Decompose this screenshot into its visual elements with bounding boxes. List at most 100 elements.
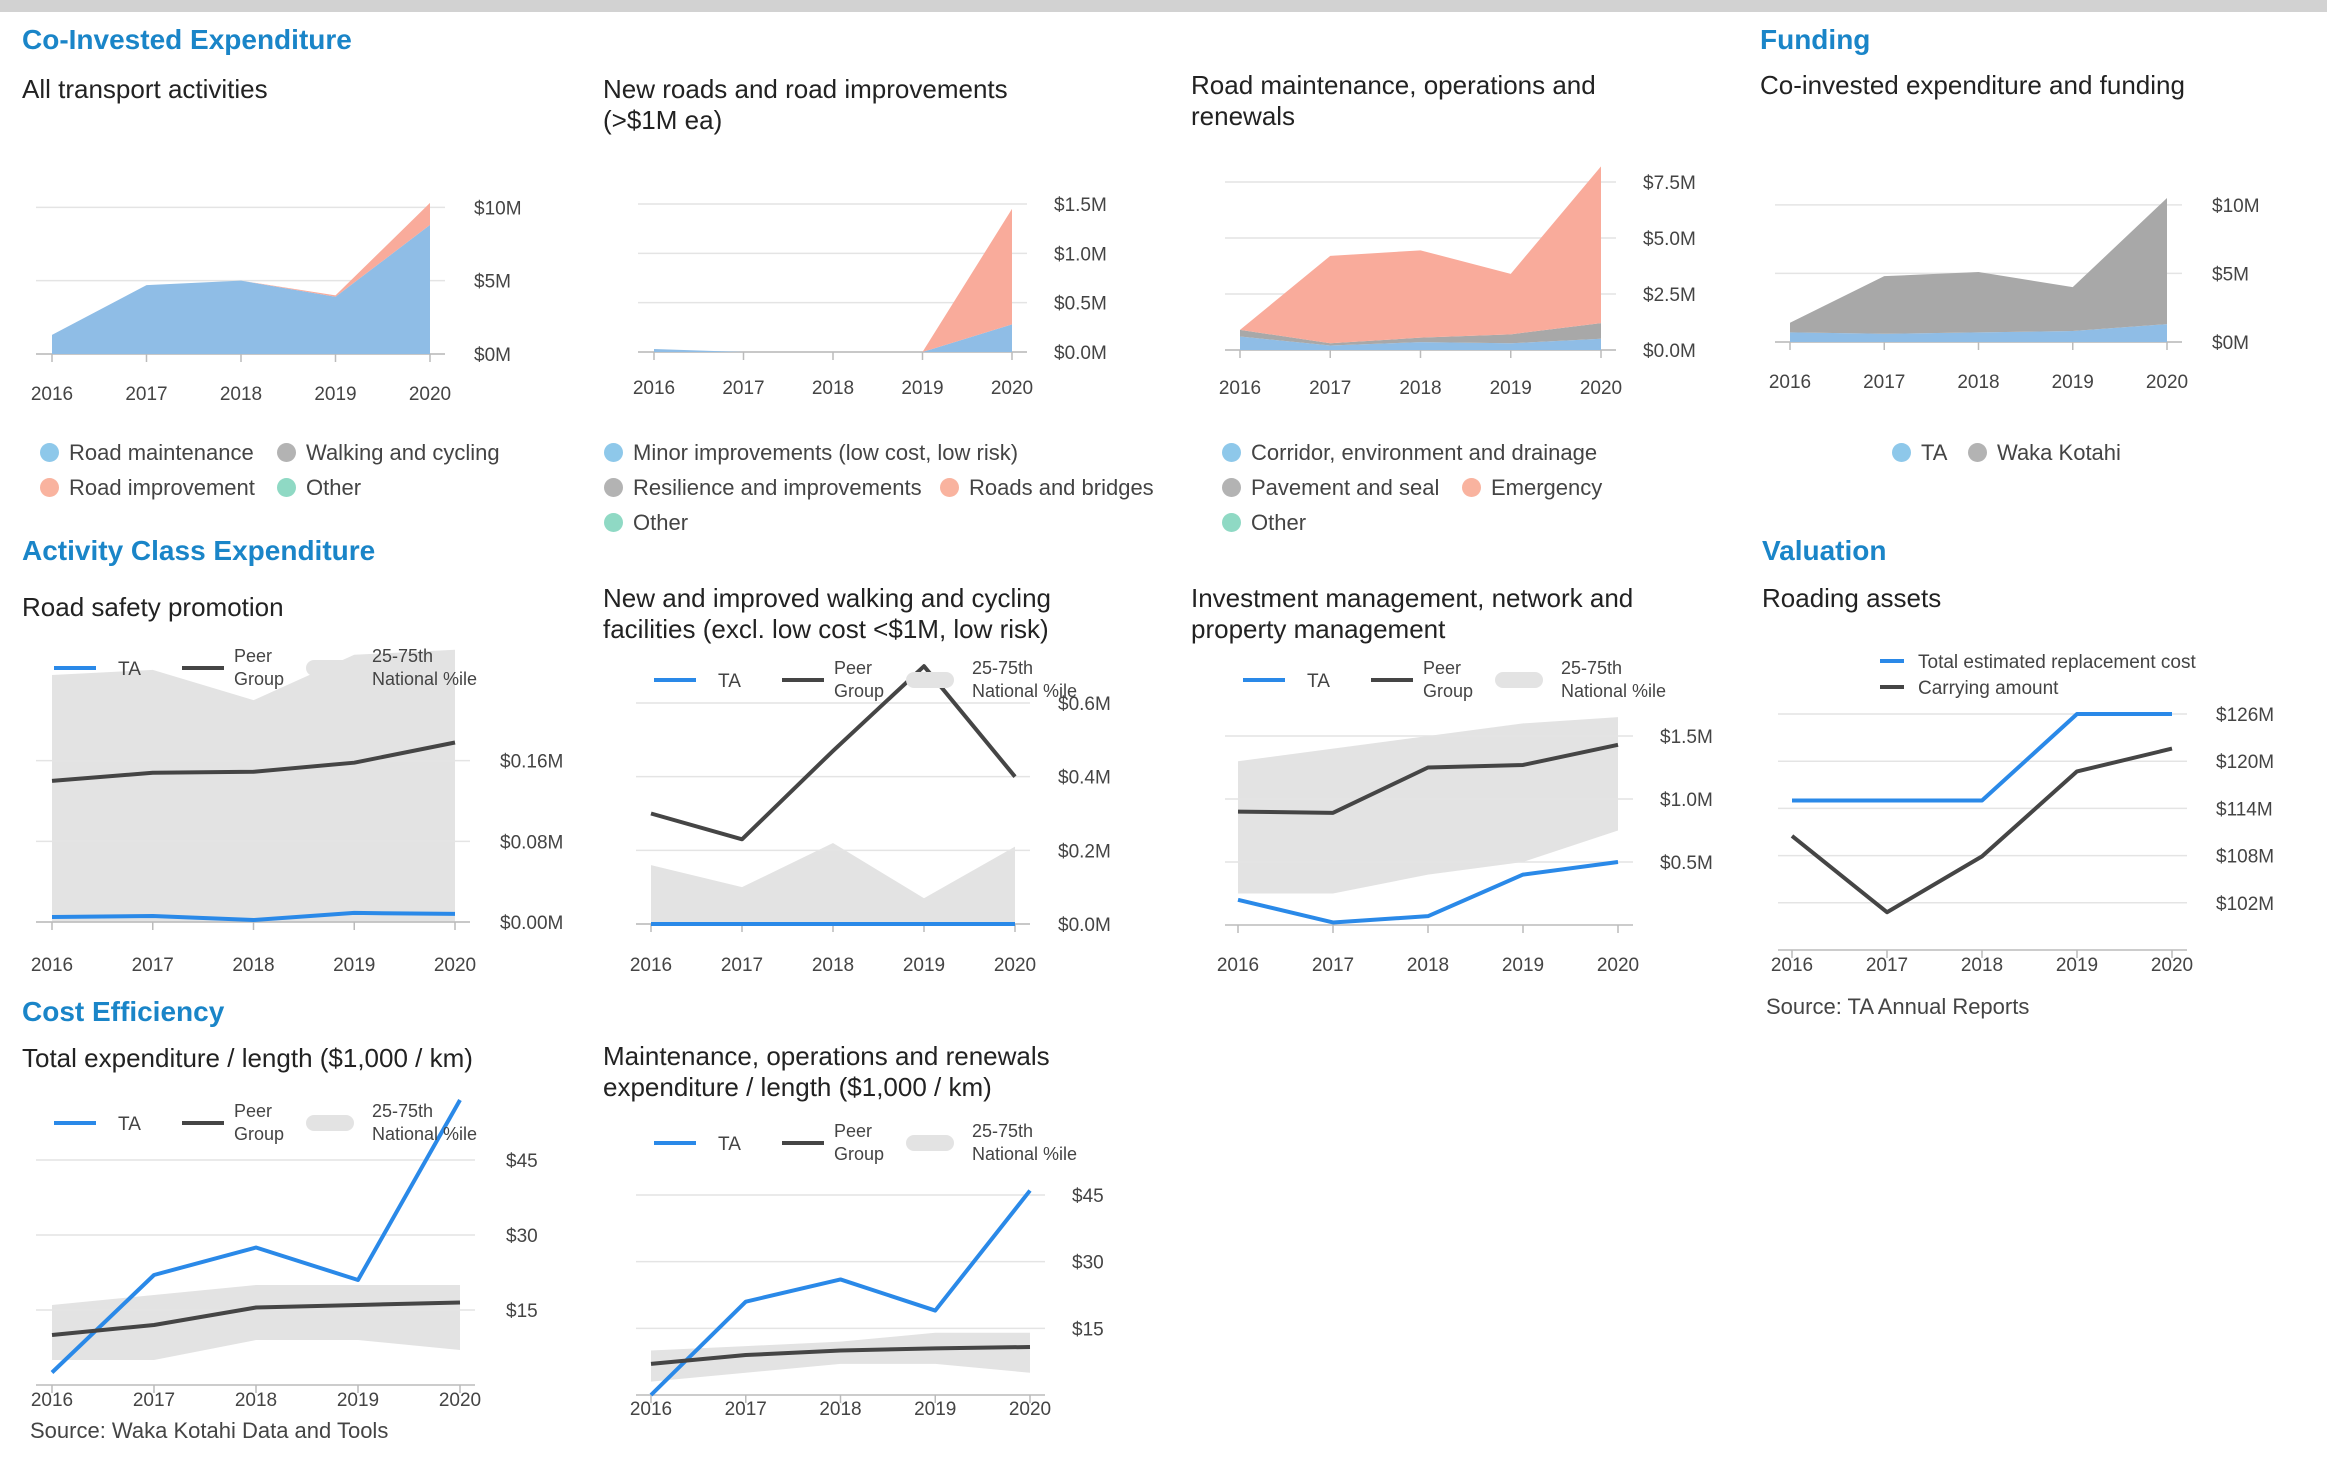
y-tick-label: $1.0M [1660, 790, 1713, 811]
x-tick-label: 2017 [725, 1399, 767, 1420]
y-tick-label: $0.0M [1058, 915, 1111, 936]
trend-legend: TA Peer Group 25-75th National %ile [54, 1101, 477, 1144]
x-tick-label: 2019 [903, 955, 945, 976]
legend-item: Walking and cycling [277, 440, 500, 466]
chart-roading-assets: $102M $108M $114M $120M $126M 2016 2017 2018 201… [1771, 705, 2274, 976]
percentile-band [1238, 717, 1618, 894]
chart-title-road-maintenance: Road maintenance, operations and renewal… [1191, 70, 1596, 131]
y-tick-label: $1.5M [1054, 195, 1107, 216]
y-tick-label: $126M [2216, 705, 2274, 726]
y-tick-label: $5M [474, 272, 511, 293]
y-tick-label: $2.5M [1643, 285, 1696, 306]
line-series [650, 664, 1017, 842]
y-tick-label: $10M [2212, 196, 2260, 217]
legend-band-label: 25-75th [1561, 658, 1622, 678]
y-tick-label: $1.5M [1660, 727, 1713, 748]
y-tick-label: $0.08M [500, 832, 563, 853]
y-tick-label: $0.6M [1058, 694, 1111, 715]
area-series [52, 224, 430, 354]
y-tick-label: $5M [2212, 264, 2249, 285]
y-tick-label: $0.0M [1643, 341, 1696, 362]
x-tick-label: 2017 [721, 955, 763, 976]
legend-ta-label: TA [1307, 671, 1330, 692]
y-tick-label: $0M [474, 345, 511, 366]
legend-band-swatch [906, 1135, 954, 1151]
legend-item: Carrying amount [1880, 678, 2058, 700]
legend-dot-icon [1968, 443, 1987, 462]
legend-item: Roads and bridges [940, 475, 1154, 501]
legend-peer-label: Peer [1423, 658, 1461, 678]
chart-road-maintenance: $0.0M $2.5M $5.0M $7.5M 2016 2017 2018 2019 2020 [1219, 166, 1696, 399]
legend-band-label: National %ile [372, 669, 477, 689]
legend-label: Walking and cycling [306, 440, 500, 465]
legend-peer-label: Peer [834, 658, 872, 678]
legend-dot-icon [1462, 478, 1481, 497]
chart-title-funding: Co-invested expenditure and funding [1760, 70, 2185, 100]
legend-ta-label: TA [118, 659, 141, 680]
x-tick-label: 2017 [132, 955, 174, 976]
y-tick-label: $0.4M [1058, 768, 1111, 789]
x-tick-label: 2018 [812, 378, 854, 399]
y-tick-label: $0.00M [500, 913, 563, 934]
x-tick-label: 2018 [232, 955, 274, 976]
y-tick-label: $0.2M [1058, 841, 1111, 862]
y-tick-label: $10M [474, 198, 522, 219]
area-series [1790, 198, 2167, 334]
chart-title-new-roads: New roads and road improvements (>$1M ea… [603, 74, 1008, 135]
legend-item: Resilience and improvements [604, 475, 922, 501]
legend-peer-label: Group [234, 669, 284, 689]
legend-dot-icon [1222, 478, 1241, 497]
chart-title-all-transport: All transport activities [22, 74, 268, 104]
legend-label: Resilience and improvements [633, 475, 922, 500]
y-tick-label: $30 [1072, 1253, 1104, 1274]
legend-item: Road maintenance [40, 440, 254, 466]
legend-label: Road improvement [69, 475, 255, 500]
legend-label: Emergency [1491, 475, 1603, 500]
x-tick-label: 2017 [125, 384, 167, 405]
x-tick-label: 2018 [1399, 378, 1441, 399]
chart-total-per-length: $15 $30 $45 2016 2017 2018 2019 2020 TA Peer Group… [31, 1099, 538, 1411]
legend-item: Pavement and seal [1222, 475, 1439, 501]
trend-legend: TA Peer Group 25-75th National %ile [54, 646, 477, 689]
chart-title-roading-assets: Roading assets [1762, 583, 1942, 613]
percentile-band [52, 1285, 460, 1360]
legend-band-swatch [306, 1115, 354, 1131]
legend-dot-icon [277, 478, 296, 497]
trend-legend: TA Peer Group 25-75th National %ile [1243, 658, 1666, 701]
y-tick-label: $5.0M [1643, 229, 1696, 250]
y-tick-label: $108M [2216, 847, 2274, 868]
line-series [51, 740, 456, 783]
x-tick-label: 2019 [2056, 955, 2098, 976]
legend-ta-label: TA [718, 1134, 741, 1155]
y-tick-label: $15 [506, 1301, 538, 1322]
y-tick-label: $30 [506, 1226, 538, 1247]
x-tick-label: 2020 [439, 1390, 481, 1411]
line-series [51, 1300, 461, 1337]
legend-dot-icon [940, 478, 959, 497]
chart-investment-mgmt: $0.5M $1.0M $1.5M 2016 2017 2018 2019 2020 TA Pee… [1217, 658, 1713, 976]
area-series [1240, 166, 1601, 344]
x-tick-label: 2020 [2146, 372, 2188, 393]
x-tick-label: 2020 [1009, 1399, 1051, 1420]
line-series [1792, 712, 2172, 803]
legend-band-label: National %ile [972, 681, 1077, 701]
x-tick-label: 2019 [2052, 372, 2094, 393]
x-tick-label: 2020 [1597, 955, 1639, 976]
legend-peer-label: Peer [834, 1121, 872, 1141]
source-valuation: Source: TA Annual Reports [1766, 994, 2030, 1019]
chart-maintenance-per-length: $15 $30 $45 2016 2017 2018 2019 2020 TA Peer Group… [630, 1121, 1104, 1420]
x-tick-label: 2016 [1771, 955, 1813, 976]
legend-dot-icon [604, 443, 623, 462]
legend-label: Roads and bridges [969, 475, 1154, 500]
legend-line-swatch [1880, 659, 1904, 663]
chart-title-walking-cycling: New and improved walking and cycling fac… [603, 583, 1052, 644]
trend-legend: TA Peer Group 25-75th National %ile [654, 658, 1077, 701]
x-tick-label: 2018 [220, 384, 262, 405]
legend-item: Corridor, environment and drainage [1222, 440, 1597, 466]
legend-dot-icon [40, 443, 59, 462]
line-series [51, 910, 456, 922]
y-tick-label: $7.5M [1643, 173, 1696, 194]
x-tick-label: 2019 [1490, 378, 1532, 399]
